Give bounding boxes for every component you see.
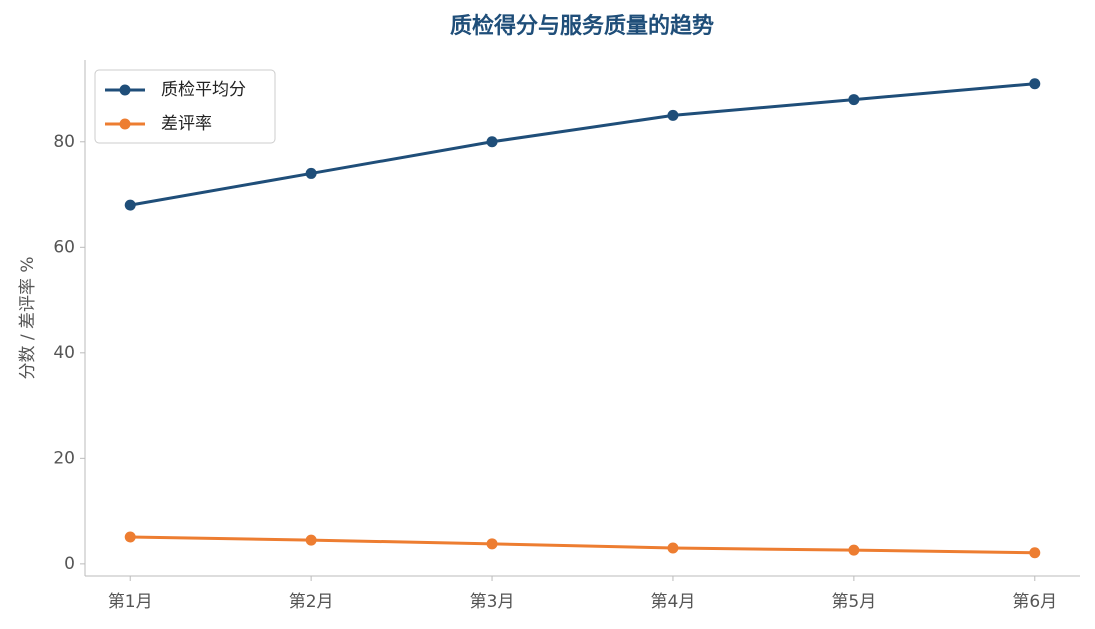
y-tick-label: 80 bbox=[53, 132, 75, 152]
point bbox=[486, 538, 498, 550]
legend-marker bbox=[119, 118, 131, 130]
point bbox=[1029, 78, 1041, 90]
y-tick-label: 0 bbox=[64, 554, 75, 574]
legend-label: 差评率 bbox=[161, 114, 212, 134]
chart-title: 质检得分与服务质量的趋势 bbox=[450, 13, 714, 39]
y-axis-label: 分数 / 差评率 % bbox=[18, 256, 38, 379]
x-tick-label: 第5月 bbox=[831, 592, 876, 612]
point bbox=[667, 109, 679, 121]
x-tick-label: 第3月 bbox=[470, 592, 515, 612]
y-tick-label: 20 bbox=[53, 448, 75, 468]
y-tick-label: 40 bbox=[53, 343, 75, 363]
point bbox=[305, 534, 317, 546]
y-tick-label: 60 bbox=[53, 237, 75, 257]
legend-label: 质检平均分 bbox=[161, 80, 246, 100]
point bbox=[124, 531, 136, 543]
point bbox=[848, 544, 860, 556]
point bbox=[486, 136, 498, 148]
series-line bbox=[130, 535, 1035, 555]
point bbox=[848, 94, 860, 106]
x-tick-label: 第2月 bbox=[289, 592, 334, 612]
point bbox=[667, 542, 679, 554]
x-tick-label: 第4月 bbox=[651, 592, 696, 612]
x-tick-label: 第1月 bbox=[108, 592, 153, 612]
point bbox=[305, 167, 317, 179]
point bbox=[1029, 547, 1041, 559]
x-tick-label: 第6月 bbox=[1012, 592, 1057, 612]
point bbox=[124, 199, 136, 211]
legend-marker bbox=[119, 84, 131, 96]
series-line bbox=[129, 82, 1035, 207]
